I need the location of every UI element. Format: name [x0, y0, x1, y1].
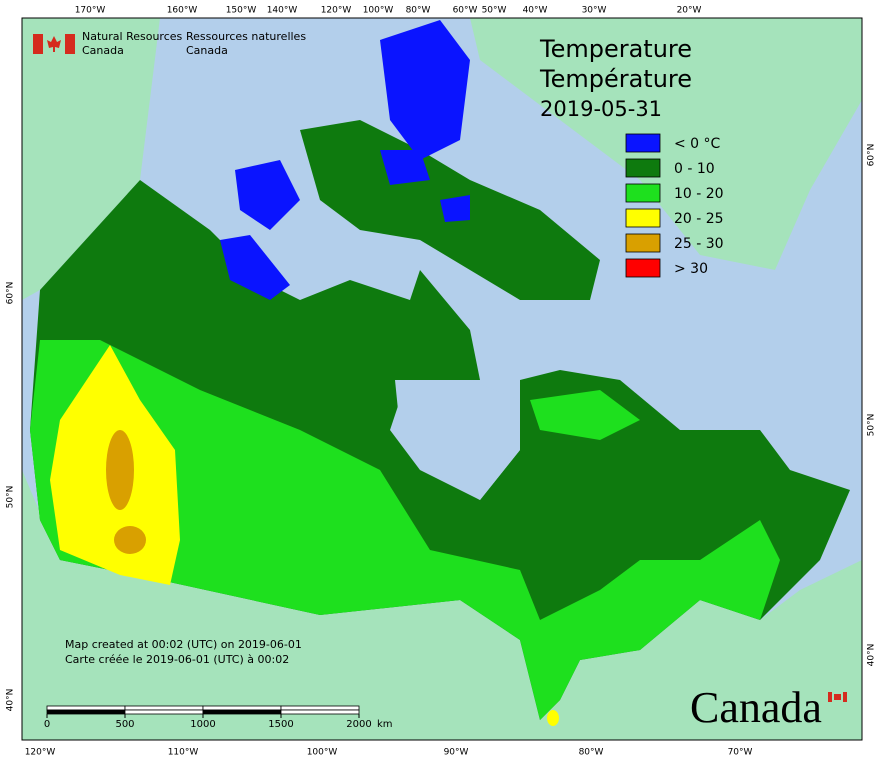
arctic-cold — [380, 150, 430, 185]
longitude-label: 120°W — [321, 6, 352, 16]
scale-label: 1500 — [268, 719, 293, 730]
latitude-label: 60°N — [867, 144, 877, 167]
longitude-label: 120°W — [25, 748, 56, 758]
longitude-label: 80°W — [579, 748, 604, 758]
longitude-label: 70°W — [728, 748, 753, 758]
flag-bar — [843, 692, 847, 702]
legend-label: 0 - 10 — [674, 161, 715, 177]
map-frame — [21, 17, 863, 741]
legend-swatch — [625, 183, 661, 203]
longitude-label: 60°W — [453, 6, 478, 16]
latitude-label: 60°N — [6, 282, 16, 305]
title: Température — [539, 65, 692, 93]
flag-bar — [65, 34, 75, 54]
legend-label: > 30 — [674, 261, 708, 277]
dept-fr: Ressources naturelles — [186, 30, 306, 43]
map-area — [21, 17, 863, 741]
legend-swatch — [625, 258, 661, 278]
greenland — [470, 18, 862, 270]
longitude-label: 100°W — [363, 6, 394, 16]
southern-band — [30, 340, 780, 720]
bc-hot — [106, 430, 134, 510]
date: 2019-05-31 — [540, 97, 662, 121]
dept-fr: Canada — [186, 44, 228, 57]
longitude-label: 170°W — [75, 6, 106, 16]
scale-segment — [124, 709, 204, 715]
arctic-cold — [220, 235, 290, 300]
note: Map created at 00:02 (UTC) on 2019-06-01 — [65, 638, 302, 651]
wordmark-flag — [828, 692, 847, 702]
longitude-label: 80°W — [406, 6, 431, 16]
longitude-label: 30°W — [582, 6, 607, 16]
scale-label: 500 — [115, 719, 134, 730]
hudson-bay — [395, 380, 520, 500]
longitude-label: 160°W — [167, 6, 198, 16]
longitude-label: 40°W — [523, 6, 548, 16]
arctic-cold — [440, 195, 470, 222]
scale-unit: km — [377, 719, 393, 730]
legend-label: 25 - 30 — [674, 236, 724, 252]
scale-segment — [280, 705, 360, 711]
alaska — [22, 18, 160, 300]
scale-label: 1000 — [190, 719, 215, 730]
longitude-label: 50°W — [482, 6, 507, 16]
legend-label: 20 - 25 — [674, 211, 724, 227]
latitude-label: 50°N — [6, 486, 16, 509]
note: Carte créée le 2019-06-01 (UTC) à 00:02 — [65, 653, 289, 666]
scale-label: 2000 — [346, 719, 371, 730]
legend-swatch — [625, 233, 661, 253]
title: Temperature — [539, 35, 692, 63]
legend-swatch — [625, 158, 661, 178]
logo — [33, 34, 75, 54]
flag-bar — [828, 692, 832, 702]
generated: < 0 °C 0 - 10 10 - 20 20 - 25 25 - 30 > 30 170… — [6, 6, 877, 758]
scale-segment — [202, 709, 282, 715]
scale-segment — [124, 705, 204, 711]
legend-swatch — [625, 133, 661, 153]
arctic-cold — [380, 20, 470, 160]
scale-segment — [46, 705, 126, 711]
scale-segment — [202, 705, 282, 711]
latitude-label: 40°N — [6, 689, 16, 712]
longitude-label: 20°W — [677, 6, 702, 16]
quebec-patch — [530, 390, 640, 440]
longitude-label: 90°W — [444, 748, 469, 758]
dept-en: Canada — [82, 44, 124, 57]
legend-label: 10 - 20 — [674, 186, 724, 202]
legend-swatch — [625, 208, 661, 228]
scale-segment — [46, 709, 126, 715]
latitude-label: 50°N — [867, 414, 877, 437]
longitude-label: 110°W — [168, 748, 199, 758]
bc-hot — [114, 526, 146, 554]
wordmark: Canada — [690, 683, 822, 732]
maple-leaf — [47, 36, 61, 52]
legend-label: < 0 °C — [674, 136, 721, 152]
united-states — [22, 470, 862, 740]
latitude-label: 40°N — [867, 644, 877, 667]
dept-en: Natural Resources — [82, 30, 183, 43]
longitude-label: 140°W — [267, 6, 298, 16]
longitude-label: 100°W — [307, 748, 338, 758]
flag-bar — [33, 34, 43, 54]
arctic-cold — [235, 160, 300, 230]
longitude-label: 150°W — [226, 6, 257, 16]
ontario-warm — [547, 710, 559, 726]
scale-label: 0 — [44, 719, 50, 730]
scale-segment — [280, 709, 360, 715]
maple-leaf — [834, 694, 841, 700]
